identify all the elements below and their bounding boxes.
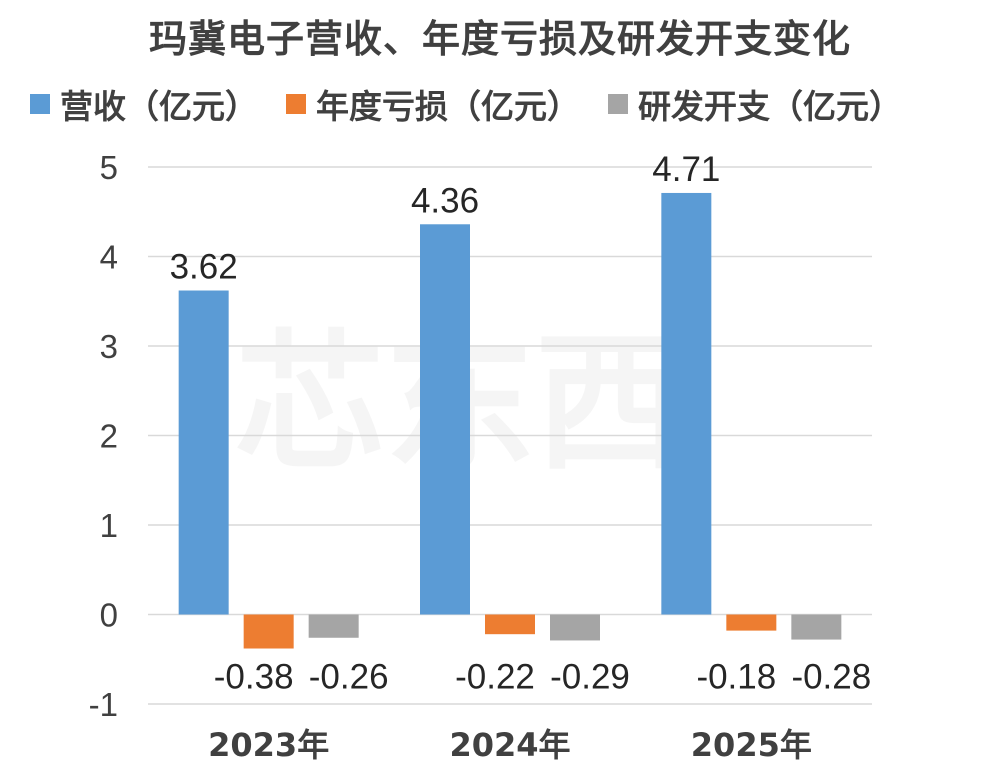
legend-swatch-rnd [608,94,628,114]
y-tick-label: 1 [100,507,118,544]
data-label: -0.28 [791,658,871,697]
legend-item-rnd: 研发开支（亿元） [608,80,902,128]
bar [420,224,470,615]
y-tick-label: 2 [100,418,118,455]
legend-item-loss: 年度亏损（亿元） [286,80,580,128]
data-label: 4.71 [652,150,720,189]
bar [243,614,294,649]
x-tick-label: 2025年 [691,726,812,764]
data-label: -0.29 [550,658,630,697]
legend-label-revenue: 营收（亿元） [60,87,258,126]
data-label: 3.62 [170,248,238,287]
bar [726,614,777,631]
bar [791,614,842,640]
legend-swatch-revenue [30,94,50,114]
y-tick-label: 4 [100,239,118,276]
legend: 营收（亿元） 年度亏损（亿元） 研发开支（亿元） [30,80,990,128]
x-tick-label: 2024年 [449,726,570,764]
data-label: -0.38 [214,658,294,697]
legend-label-rnd: 研发开支（亿元） [638,87,902,126]
data-label: -0.22 [455,658,535,697]
bar [485,614,535,635]
y-tick-label: 0 [100,597,118,634]
legend-swatch-loss [286,94,306,114]
bar [178,290,229,615]
y-tick-label: 3 [100,328,118,365]
y-tick-label: 5 [100,149,118,186]
y-tick-label: -1 [89,686,118,723]
data-label: -0.26 [309,658,389,697]
bar [308,614,359,638]
x-tick-label: 2023年 [208,726,329,764]
bar [661,192,712,615]
data-label: -0.18 [696,658,776,697]
data-label: 4.36 [411,181,479,220]
legend-label-loss: 年度亏损（亿元） [316,87,580,126]
legend-item-revenue: 营收（亿元） [30,80,258,128]
chart-title: 玛冀电子营收、年度亏损及研发开支变化 [148,17,851,61]
bar [550,614,600,641]
